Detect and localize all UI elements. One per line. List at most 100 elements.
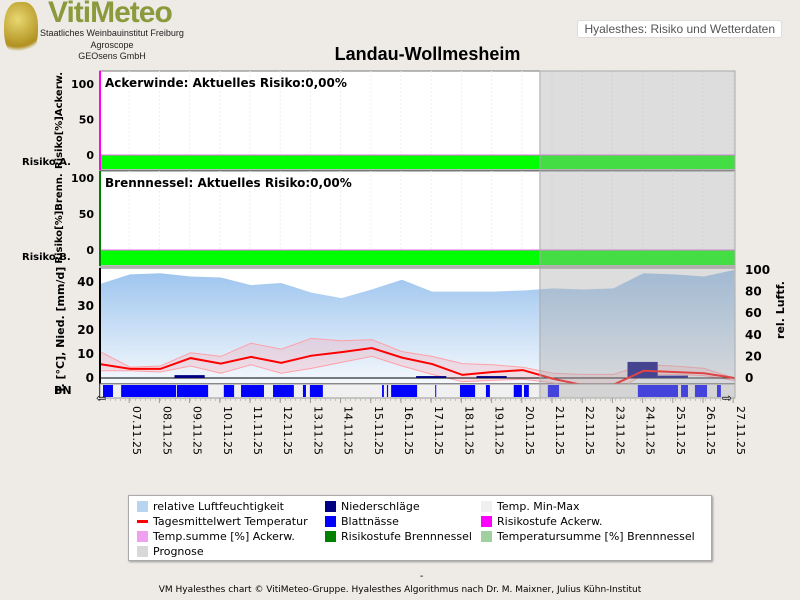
- x-tick-label: 08.11.25: [160, 406, 173, 455]
- x-tick-label: 22.11.25: [583, 406, 596, 455]
- y-tick-label: 40: [77, 275, 94, 289]
- x-tick-label: 18.11.25: [462, 406, 475, 455]
- leaf-wetness-bar: [121, 385, 177, 397]
- leaf-wetness-bar: [391, 385, 418, 397]
- legend-item: Risikostufe Ackerw.: [481, 515, 602, 528]
- y-tick-label: 100: [71, 172, 94, 185]
- leaf-wetness-bar: [103, 385, 113, 397]
- y-tick-label: 50: [79, 114, 95, 127]
- leaf-wetness-bar: [694, 385, 708, 397]
- legend-label: Blattnässe: [341, 515, 399, 528]
- leaf-wetness-bar: [309, 385, 323, 397]
- legend-label: Prognose: [153, 545, 204, 558]
- y-tick-label: 50: [79, 208, 95, 221]
- x-tick-label: 21.11.25: [553, 406, 566, 455]
- grape-logo-icon: [4, 2, 38, 60]
- x-tick-label: 10.11.25: [221, 406, 234, 455]
- legend-swatch: [137, 520, 148, 523]
- leaf-wetness-bar: [302, 385, 306, 397]
- legend-swatch: [481, 516, 492, 527]
- legend-item: Prognose: [137, 545, 204, 558]
- precip-bar: [416, 376, 447, 378]
- y2-tick-label: 20: [745, 349, 762, 363]
- legend: relative Luftfeuchtigkeit Niederschläge Te…: [128, 495, 712, 561]
- legend-label: Tagesmittelwert Temperatur: [153, 515, 308, 528]
- app-title-button[interactable]: Hyalesthes: Risiko und Wetterdaten: [577, 20, 782, 38]
- x-tick-label: 15.11.25: [372, 406, 385, 455]
- scroll-left-icon[interactable]: ⇦: [96, 391, 106, 405]
- y-tick-label: 100: [71, 78, 94, 91]
- precip-bar: [174, 375, 205, 378]
- x-tick-label: 14.11.25: [342, 406, 355, 455]
- y-tick-label: 30: [77, 299, 94, 313]
- leaf-wetness-bar: [459, 385, 476, 397]
- y2-tick-label: 0: [745, 371, 753, 385]
- footer-dash: -: [420, 571, 424, 582]
- x-tick-label: 25.11.25: [674, 406, 687, 455]
- legend-label: Temp.summe [%] Ackerw.: [153, 530, 295, 543]
- legend-swatch: [137, 501, 148, 512]
- legend-label: Risikostufe Brennnessel: [341, 530, 472, 543]
- risk-level-bar: [100, 155, 735, 169]
- x-tick-label: 24.11.25: [644, 406, 657, 455]
- legend-swatch: [325, 516, 336, 527]
- org-line: GEOsens GmbH: [78, 51, 146, 61]
- leaf-wetness-bar: [223, 385, 235, 397]
- x-tick-label: 23.11.25: [613, 406, 626, 455]
- x-tick-label: 12.11.25: [281, 406, 294, 455]
- legend-item: Niederschläge: [325, 500, 420, 513]
- x-tick-label: 09.11.25: [191, 406, 204, 455]
- legend-item: Tagesmittelwert Temperatur: [137, 515, 308, 528]
- legend-label: Temp. Min-Max: [497, 500, 580, 513]
- x-tick-label: 20.11.25: [523, 406, 536, 455]
- x-tick-label: 27.11.25: [734, 406, 747, 455]
- legend-label: Niederschläge: [341, 500, 420, 513]
- legend-swatch: [325, 501, 336, 512]
- leaf-wetness-bar: [513, 385, 522, 397]
- legend-swatch: [137, 531, 148, 542]
- leaf-wetness-bar: [547, 385, 560, 397]
- mean-temp-line: [99, 346, 735, 387]
- precip-bar: [476, 376, 507, 378]
- y-tick-label: 20: [77, 323, 94, 337]
- legend-item: Temp. Min-Max: [481, 500, 580, 513]
- leaf-wetness-bar: [681, 385, 688, 397]
- leaf-wetness-bar: [435, 385, 437, 397]
- org-line: Staatliches Weinbauinstitut Freiburg: [40, 28, 184, 38]
- forecast-overlay: [539, 70, 736, 399]
- risk-panel-1: [99, 70, 736, 171]
- x-tick-label: 17.11.25: [432, 406, 445, 455]
- leaf-wetness-bar: [637, 385, 679, 397]
- legend-label: relative Luftfeuchtigkeit: [153, 500, 284, 513]
- y-axis-label: T. [°C], Nied. [mm/d]: [54, 267, 67, 394]
- y-tick-label: 10: [77, 347, 94, 361]
- risk-panel-title: Ackerwinde: Aktuelles Risiko:0,00%: [105, 76, 347, 90]
- x-tick-label: 26.11.25: [704, 406, 717, 455]
- leaf-wetness-bar: [241, 385, 264, 397]
- leaf-wetness-bar: [716, 385, 721, 397]
- scroll-right-icon[interactable]: ⇨: [722, 391, 732, 405]
- legend-item: Risikostufe Brennnessel: [325, 530, 472, 543]
- legend-swatch: [137, 546, 148, 557]
- leaf-wetness-bar: [524, 385, 529, 397]
- y-axis-label: Risiko[%]Brenn.: [54, 173, 65, 263]
- y2-tick-label: 40: [745, 328, 762, 342]
- legend-swatch: [481, 531, 492, 542]
- row-label: Risiko B.: [22, 252, 71, 263]
- leaf-wetness-bar: [382, 385, 384, 397]
- risk-panel-title: Brennnessel: Aktuelles Risiko:0,00%: [105, 176, 352, 190]
- x-tick-label: 19.11.25: [493, 406, 506, 455]
- humidity-area: [100, 270, 735, 383]
- org-line: Agroscope: [90, 40, 134, 50]
- legend-item: relative Luftfeuchtigkeit: [137, 500, 284, 513]
- legend-label: Temperatursumme [%] Brennnessel: [497, 530, 695, 543]
- logo: VitiMeteo: [48, 0, 173, 29]
- y2-tick-label: 80: [745, 285, 762, 299]
- y-tick-label: 0: [86, 244, 94, 257]
- legend-item: Blattnässe: [325, 515, 399, 528]
- y2-tick-label: 100: [745, 263, 770, 277]
- footer-credit: VM Hyalesthes chart © VitiMeteo-Gruppe. …: [158, 585, 642, 595]
- legend-swatch: [481, 501, 492, 512]
- legend-item: Temperatursumme [%] Brennnessel: [481, 530, 695, 543]
